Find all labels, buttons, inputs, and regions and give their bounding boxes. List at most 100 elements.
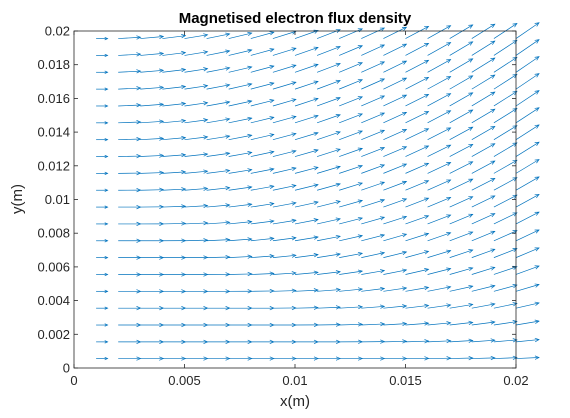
quiver-arrow-shaft bbox=[140, 190, 163, 191]
quiver-arrow bbox=[295, 340, 318, 344]
quiver-arrow bbox=[339, 148, 362, 157]
quiver-arrow bbox=[140, 323, 163, 327]
quiver-arrow bbox=[251, 151, 274, 157]
quiver-arrow bbox=[140, 86, 163, 90]
quiver-arrow bbox=[295, 30, 318, 38]
quiver-arrow bbox=[406, 322, 429, 326]
quiver-arrow bbox=[339, 183, 362, 191]
quiver-arrow bbox=[295, 64, 318, 72]
quiver-arrow bbox=[185, 136, 208, 140]
quiver-arrow bbox=[251, 289, 274, 293]
quiver-arrow-shaft bbox=[450, 268, 473, 275]
quiver-arrow bbox=[383, 199, 406, 207]
quiver-arrow bbox=[273, 219, 296, 224]
quiver-arrow-shaft bbox=[450, 25, 473, 39]
quiver-arrow-shaft bbox=[428, 305, 451, 308]
chart-title: Magnetised electron flux density bbox=[179, 10, 412, 27]
quiver-arrow bbox=[295, 323, 318, 327]
quiver-arrow bbox=[361, 305, 384, 309]
y-axis-label: y(m) bbox=[9, 184, 26, 214]
quiver-arrow-shaft bbox=[472, 126, 495, 139]
quiver-arrow bbox=[317, 357, 340, 361]
quiver-arrow-shaft bbox=[339, 324, 362, 325]
quiver-arrow bbox=[251, 185, 274, 190]
quiver-arrow bbox=[162, 256, 185, 260]
quiver-arrow-shaft bbox=[450, 42, 473, 56]
quiver-arrow-shaft bbox=[383, 27, 406, 38]
quiver-arrow bbox=[162, 136, 185, 140]
quiver-arrow bbox=[118, 290, 140, 294]
quiver-arrow-shaft bbox=[229, 170, 252, 174]
quiver-arrow bbox=[273, 99, 296, 106]
quiver-arrow bbox=[273, 202, 296, 207]
quiver-arrow-shaft bbox=[494, 143, 517, 157]
axes-box bbox=[74, 31, 516, 368]
quiver-arrow bbox=[383, 251, 406, 257]
quiver-arrow bbox=[273, 167, 296, 173]
quiver-arrow bbox=[251, 357, 274, 361]
quiver-arrow-shaft bbox=[494, 108, 517, 122]
quiver-arrow bbox=[428, 321, 451, 325]
quiver-arrow bbox=[273, 31, 296, 39]
quiver-arrow-shaft bbox=[140, 155, 163, 156]
quiver-arrow bbox=[339, 200, 362, 207]
quiver-arrow bbox=[450, 214, 473, 224]
quiver-arrow-shaft bbox=[317, 184, 340, 190]
quiver-arrow-shaft bbox=[450, 197, 473, 207]
quiver-arrow-shaft bbox=[118, 139, 140, 140]
quiver-arrow-shaft bbox=[273, 134, 296, 140]
quiver-arrow-shaft bbox=[295, 98, 318, 106]
quiver-arrow bbox=[229, 238, 252, 242]
quiver-arrow-head bbox=[535, 125, 539, 129]
quiver-arrow-shaft bbox=[361, 79, 384, 89]
quiver-arrow-shaft bbox=[428, 341, 451, 342]
quiver-arrow bbox=[516, 284, 539, 291]
quiver-arrow bbox=[185, 101, 208, 106]
quiver-arrow-shaft bbox=[207, 153, 230, 156]
quiver-arrow-shaft bbox=[494, 322, 517, 325]
quiver-arrow bbox=[96, 290, 108, 293]
quiver-arrow bbox=[406, 43, 429, 55]
quiver-arrow bbox=[229, 134, 252, 139]
quiver-arrow-shaft bbox=[383, 181, 406, 190]
quiver-arrow-shaft bbox=[450, 162, 473, 174]
quiver-arrow bbox=[383, 234, 406, 241]
quiver-arrow-shaft bbox=[428, 26, 451, 39]
quiver-arrow-shaft bbox=[339, 114, 362, 123]
quiver-arrow bbox=[428, 250, 451, 258]
quiver-arrow bbox=[450, 303, 473, 308]
quiver-arrow-shaft bbox=[516, 194, 539, 207]
quiver-arrow bbox=[472, 144, 495, 157]
quiver-arrow-head bbox=[535, 142, 539, 146]
quiver-arrow bbox=[96, 71, 108, 74]
quiver-arrow bbox=[494, 213, 517, 224]
quiver-arrow bbox=[207, 204, 230, 208]
quiver-arrow bbox=[251, 220, 274, 224]
quiver-arrow-shaft bbox=[229, 33, 252, 38]
quiver-arrow bbox=[428, 77, 451, 90]
quiver-arrow bbox=[162, 187, 185, 191]
quiver-arrow-shaft bbox=[185, 240, 208, 241]
quiver-arrow-shaft bbox=[383, 112, 406, 123]
quiver-arrow-shaft bbox=[339, 29, 362, 39]
quiver-arrow-head bbox=[490, 41, 494, 45]
quiver-arrow bbox=[361, 357, 384, 361]
quiver-arrow-shaft bbox=[428, 77, 451, 90]
quiver-arrow bbox=[406, 129, 429, 140]
x-tick-label: 0.01 bbox=[282, 373, 307, 388]
quiver-arrow-shaft bbox=[428, 197, 451, 207]
quiver-arrow-shaft bbox=[516, 40, 539, 56]
quiver-arrow-shaft bbox=[273, 65, 296, 72]
quiver-arrow-shaft bbox=[361, 165, 384, 173]
quiver-arrow bbox=[229, 289, 252, 293]
quiver-arrow bbox=[516, 142, 539, 156]
quiver-arrow bbox=[383, 269, 406, 275]
quiver-arrow-shaft bbox=[339, 46, 362, 56]
quiver-arrow bbox=[317, 323, 340, 327]
quiver-arrow bbox=[295, 219, 318, 224]
quiver-arrow bbox=[96, 105, 108, 108]
quiver-arrow-shaft bbox=[450, 232, 473, 241]
quiver-arrow bbox=[516, 108, 539, 123]
quiver-arrow bbox=[516, 356, 539, 360]
quiver-arrow bbox=[383, 340, 406, 344]
